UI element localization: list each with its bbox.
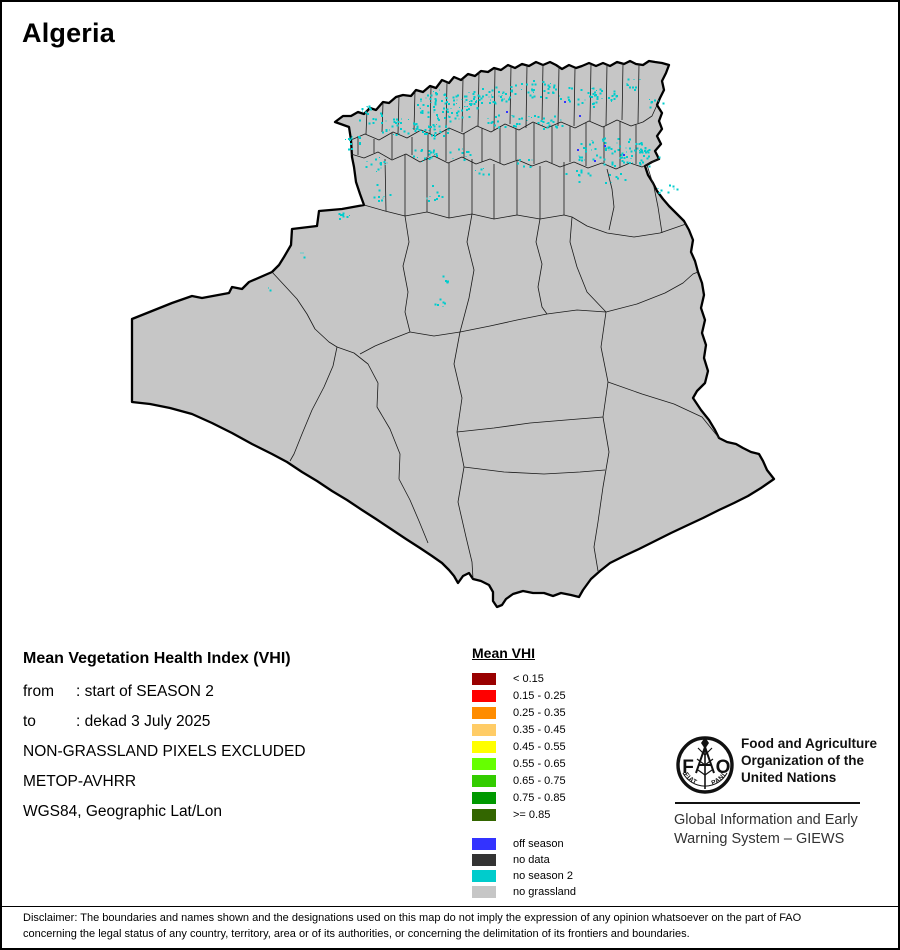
giews-line: Global Information and Early [674, 812, 858, 828]
fao-org-line: United Nations [741, 770, 837, 785]
svg-text:F: F [682, 757, 694, 778]
legend-swatch [472, 689, 496, 702]
wilaya-boundaries [271, 62, 720, 580]
legend-label: 0.45 - 0.55 [513, 740, 566, 753]
svg-text:O: O [716, 757, 731, 778]
legend-row: off season [472, 836, 576, 852]
legend-swatch [472, 838, 496, 850]
legend-row: >= 0.85 [472, 806, 576, 823]
fao-org-line: Food and Agriculture [741, 736, 877, 751]
fao-separator [675, 802, 860, 804]
legend-label: off season [513, 838, 564, 850]
legend-title: Mean VHI [472, 645, 536, 661]
fao-org-line: Organization of the [741, 753, 864, 768]
legend-swatch [472, 706, 496, 719]
legend-label: 0.55 - 0.65 [513, 757, 566, 770]
legend-row: no grassland [472, 884, 576, 900]
info-row-value: WGS84, Geographic Lat/Lon [23, 803, 223, 820]
giews-name: Global Information and Early Warning Sys… [674, 811, 858, 849]
legend-swatch [472, 886, 496, 898]
page-title: Algeria [22, 18, 115, 48]
country-border [130, 59, 776, 609]
vhi-dots [267, 78, 679, 308]
legend-swatch [472, 774, 496, 787]
legend-label: < 0.15 [513, 672, 544, 685]
legend-row: no data [472, 852, 576, 868]
info-row-label: to [23, 713, 36, 730]
info-row: NON-GRASSLAND PIXELS EXCLUDED [23, 737, 306, 767]
legend-row: 0.45 - 0.55 [472, 738, 576, 755]
disclaimer-text: Disclaimer: The boundaries and names sho… [23, 910, 883, 942]
info-row-value: NON-GRASSLAND PIXELS EXCLUDED [23, 743, 306, 760]
info-heading: Mean Vegetation Health Index (VHI) [23, 650, 291, 667]
legend-swatch [472, 740, 496, 753]
legend-label: 0.35 - 0.45 [513, 723, 566, 736]
fao-org-name: Food and Agriculture Organization of the… [741, 735, 877, 786]
legend-swatch [472, 791, 496, 804]
legend-label: 0.25 - 0.35 [513, 706, 566, 719]
legend-row: no season 2 [472, 868, 576, 884]
legend-swatch [472, 757, 496, 770]
legend-row: 0.55 - 0.65 [472, 755, 576, 772]
legend-label: no grassland [513, 886, 576, 898]
legend-swatch [472, 723, 496, 736]
legend-row: 0.35 - 0.45 [472, 721, 576, 738]
legend-label: no data [513, 854, 550, 866]
info-row-value: : dekad 3 July 2025 [76, 713, 211, 730]
legend-swatch [472, 870, 496, 882]
giews-line: Warning System – GIEWS [674, 831, 845, 847]
legend-label: >= 0.85 [513, 808, 551, 821]
info-row-label: from [23, 683, 54, 700]
legend-label: 0.75 - 0.85 [513, 791, 566, 804]
info-row: to : dekad 3 July 2025 [23, 707, 306, 737]
legend-swatch [472, 672, 496, 685]
disclaimer-line: Disclaimer: The boundaries and names sho… [23, 912, 802, 924]
legend-row: 0.75 - 0.85 [472, 789, 576, 806]
map-info-block: Mean Vegetation Health Index (VHI) from:… [23, 650, 306, 827]
legend-label: no season 2 [513, 870, 573, 882]
legend-row: 0.15 - 0.25 [472, 687, 576, 704]
legend-label: 0.65 - 0.75 [513, 774, 566, 787]
legend-row: 0.25 - 0.35 [472, 704, 576, 721]
legend-swatch [472, 808, 496, 821]
vhi-legend: Mean VHI < 0.15 0.15 - 0.25 0.25 - 0.35 … [472, 645, 576, 900]
info-row-value: METOP-AVHRR [23, 773, 137, 790]
legend-swatch [472, 854, 496, 866]
legend-row: 0.65 - 0.75 [472, 772, 576, 789]
info-row: WGS84, Geographic Lat/Lon [23, 797, 306, 827]
legend-row: < 0.15 [472, 670, 576, 687]
disclaimer-separator [2, 906, 898, 907]
info-row: METOP-AVHRR [23, 767, 306, 797]
info-row: from : start of SEASON 2 [23, 677, 306, 707]
legend-label: 0.15 - 0.25 [513, 689, 566, 702]
info-row-value: : start of SEASON 2 [76, 683, 214, 700]
disclaimer-line: concerning the legal status of any count… [23, 928, 690, 940]
